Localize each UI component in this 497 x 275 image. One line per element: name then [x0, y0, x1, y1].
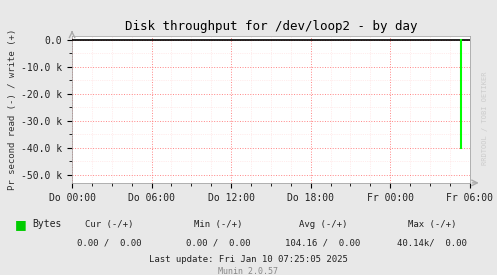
Text: Bytes: Bytes: [32, 219, 62, 229]
Title: Disk throughput for /dev/loop2 - by day: Disk throughput for /dev/loop2 - by day: [125, 20, 417, 33]
Text: Min (-/+): Min (-/+): [194, 220, 243, 229]
Text: Avg (-/+): Avg (-/+): [299, 220, 347, 229]
Text: Cur (-/+): Cur (-/+): [85, 220, 134, 229]
Text: RRDTOOL / TOBI OETIKER: RRDTOOL / TOBI OETIKER: [482, 72, 488, 165]
Text: Last update: Fri Jan 10 07:25:05 2025: Last update: Fri Jan 10 07:25:05 2025: [149, 255, 348, 264]
Text: Munin 2.0.57: Munin 2.0.57: [219, 267, 278, 275]
Y-axis label: Pr second read (-) / write (+): Pr second read (-) / write (+): [8, 29, 17, 190]
Text: 104.16 /  0.00: 104.16 / 0.00: [285, 239, 361, 248]
Text: 0.00 /  0.00: 0.00 / 0.00: [77, 239, 142, 248]
Text: 0.00 /  0.00: 0.00 / 0.00: [186, 239, 251, 248]
Text: 40.14k/  0.00: 40.14k/ 0.00: [398, 239, 467, 248]
Text: Max (-/+): Max (-/+): [408, 220, 457, 229]
Text: ■: ■: [15, 218, 27, 231]
